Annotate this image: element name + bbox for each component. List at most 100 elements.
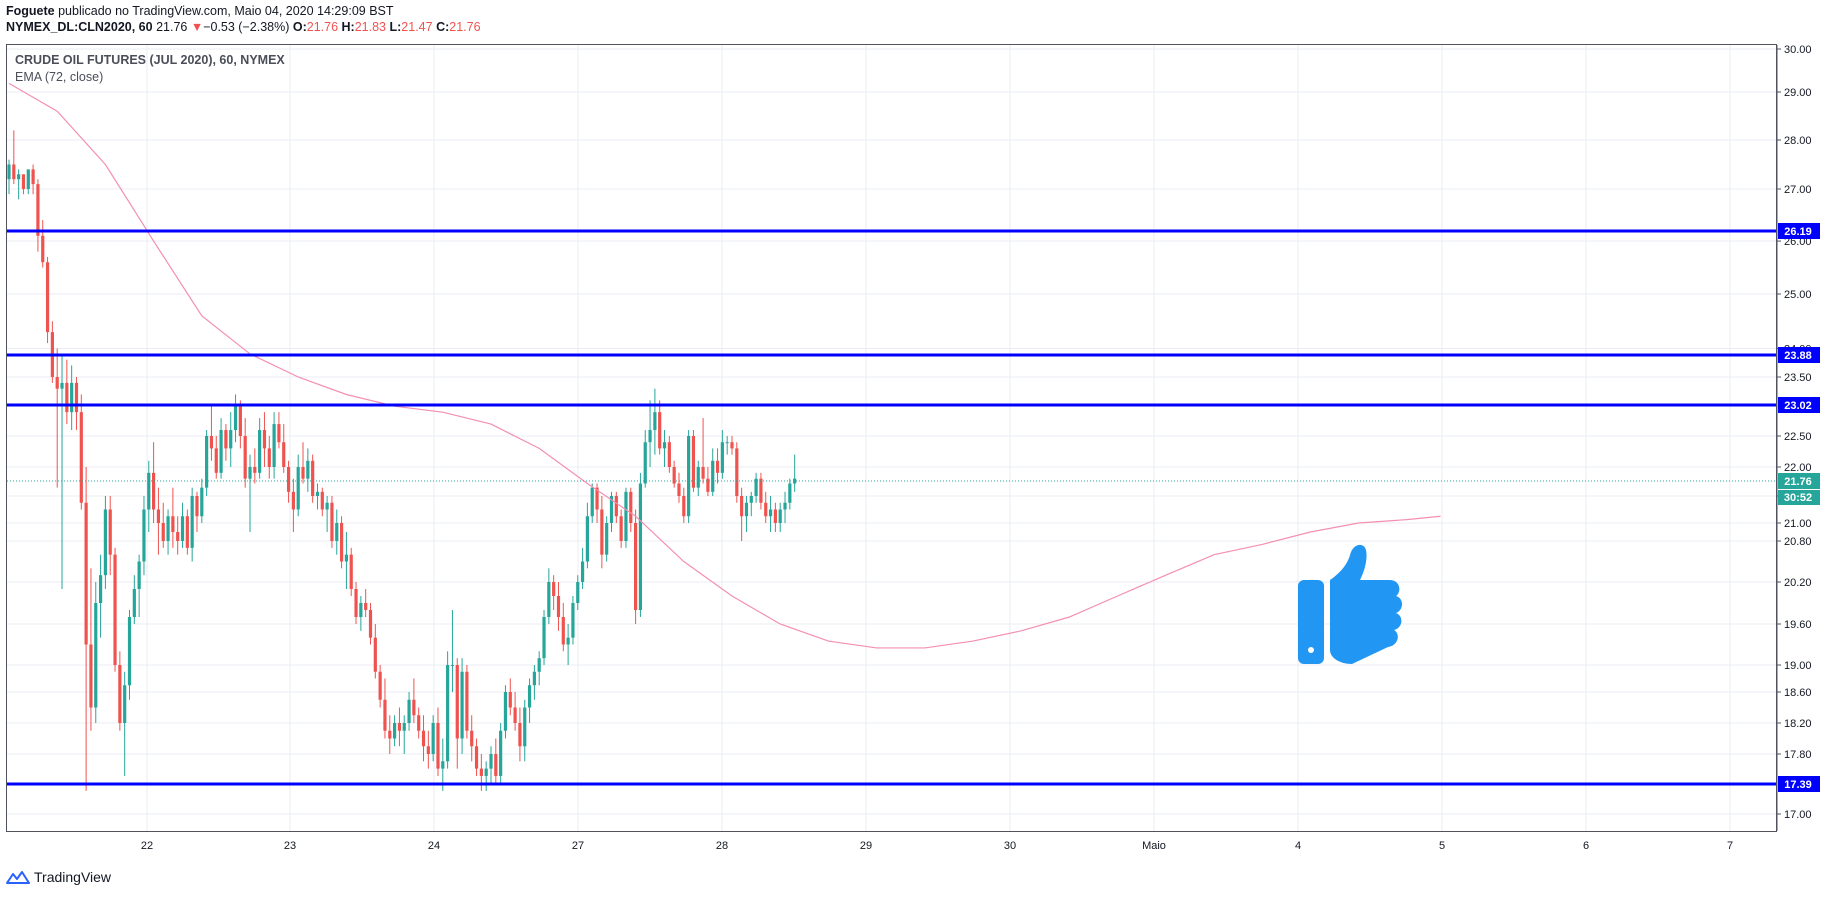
candle	[696, 460, 700, 496]
candle	[744, 496, 749, 532]
candle-body	[74, 382, 79, 413]
grid	[7, 45, 1776, 831]
candle	[484, 761, 488, 791]
candle-body	[65, 382, 69, 413]
candle-body	[436, 723, 440, 769]
candle-body	[643, 442, 647, 484]
candle-body	[580, 561, 585, 582]
chart-legend: CRUDE OIL FUTURES (JUL 2020), 60, NYMEX …	[15, 52, 285, 86]
candle-body	[45, 262, 50, 333]
candle-body	[118, 665, 122, 723]
candle-body	[89, 644, 93, 708]
candle	[465, 665, 469, 739]
candle-body	[209, 436, 214, 449]
candle	[494, 738, 498, 784]
candle	[585, 502, 589, 569]
candle	[658, 400, 662, 455]
candle	[344, 532, 348, 589]
candle	[65, 359, 69, 425]
candle	[156, 487, 161, 555]
high-value: 21.83	[354, 20, 386, 34]
candle-body	[585, 516, 589, 562]
candle	[26, 169, 30, 195]
candle	[277, 412, 281, 449]
candle	[397, 707, 402, 747]
countdown-tag	[1778, 490, 1820, 505]
candle-body	[431, 723, 435, 754]
candle	[368, 603, 373, 645]
candle	[590, 483, 594, 523]
candle	[547, 568, 551, 624]
candle	[759, 472, 763, 510]
candle	[720, 430, 724, 479]
candle	[388, 715, 392, 754]
candle	[393, 715, 397, 747]
candle-body	[412, 699, 416, 716]
candle-body	[421, 730, 426, 747]
candle-body	[508, 692, 512, 708]
candle-body	[547, 582, 551, 617]
price-chart[interactable]: 17.00 17.80 18.20 18.60 19.00 19.60 20.20 20.80…	[0, 0, 1828, 860]
candle	[364, 589, 368, 617]
candle	[118, 651, 122, 731]
candle	[436, 707, 440, 776]
y-tick-label: 29.00	[1784, 87, 1812, 99]
candle-body	[768, 509, 773, 517]
candle-body	[383, 699, 387, 731]
candle	[513, 692, 517, 731]
candle-body	[36, 184, 40, 236]
candle-body	[282, 442, 286, 467]
brand-name[interactable]: TradingView	[34, 869, 112, 885]
candle	[450, 610, 455, 692]
candle	[711, 448, 715, 496]
level-tag	[1778, 776, 1820, 792]
candle-body	[624, 491, 628, 541]
candle	[127, 610, 132, 700]
candle-body	[402, 723, 406, 731]
candle-body	[70, 382, 74, 413]
candle	[291, 478, 295, 532]
candle	[147, 460, 151, 532]
down-arrow-icon: ▼	[190, 20, 204, 34]
candle	[325, 496, 329, 532]
candle-body	[190, 496, 194, 548]
candle-body	[417, 715, 421, 731]
candle-body	[542, 617, 546, 659]
candle	[518, 707, 522, 762]
candle-body	[446, 665, 450, 762]
candle-body	[127, 617, 132, 686]
candle	[214, 436, 218, 479]
candle	[749, 491, 753, 517]
candle	[41, 220, 45, 268]
candle-body	[571, 603, 575, 638]
candle	[412, 678, 416, 723]
candle-body	[474, 746, 479, 769]
candle-body	[262, 430, 267, 449]
candle-body	[494, 754, 498, 776]
candle	[470, 715, 474, 762]
level-tag	[1778, 397, 1820, 413]
candle-body	[725, 442, 729, 444]
candle-body	[200, 487, 204, 517]
x-tick-label: 4	[1295, 840, 1301, 852]
candle-body	[296, 467, 300, 510]
candle-body	[354, 589, 358, 617]
candle-body	[108, 509, 112, 555]
author-name[interactable]: Foguete	[6, 4, 55, 18]
candle-body	[759, 478, 763, 503]
ohlc-line: NYMEX_DL:CLN2020, 60 21.76 ▼−0.53 (−2.38…	[6, 20, 481, 35]
y-tick-label: 18.60	[1784, 687, 1812, 699]
x-tick-label: 7	[1727, 840, 1733, 852]
candle	[634, 509, 638, 624]
symbol-line: NYMEX_DL:CLN2020, 60	[6, 20, 153, 34]
candle	[272, 412, 276, 479]
candle-body	[344, 554, 348, 562]
candle	[238, 400, 242, 449]
candle-body	[248, 467, 252, 479]
candle-body	[301, 467, 305, 479]
candle-body	[253, 467, 257, 473]
candle	[677, 472, 681, 503]
candle	[301, 442, 305, 484]
candle	[687, 430, 691, 523]
y-tick-label: 19.00	[1784, 660, 1812, 672]
